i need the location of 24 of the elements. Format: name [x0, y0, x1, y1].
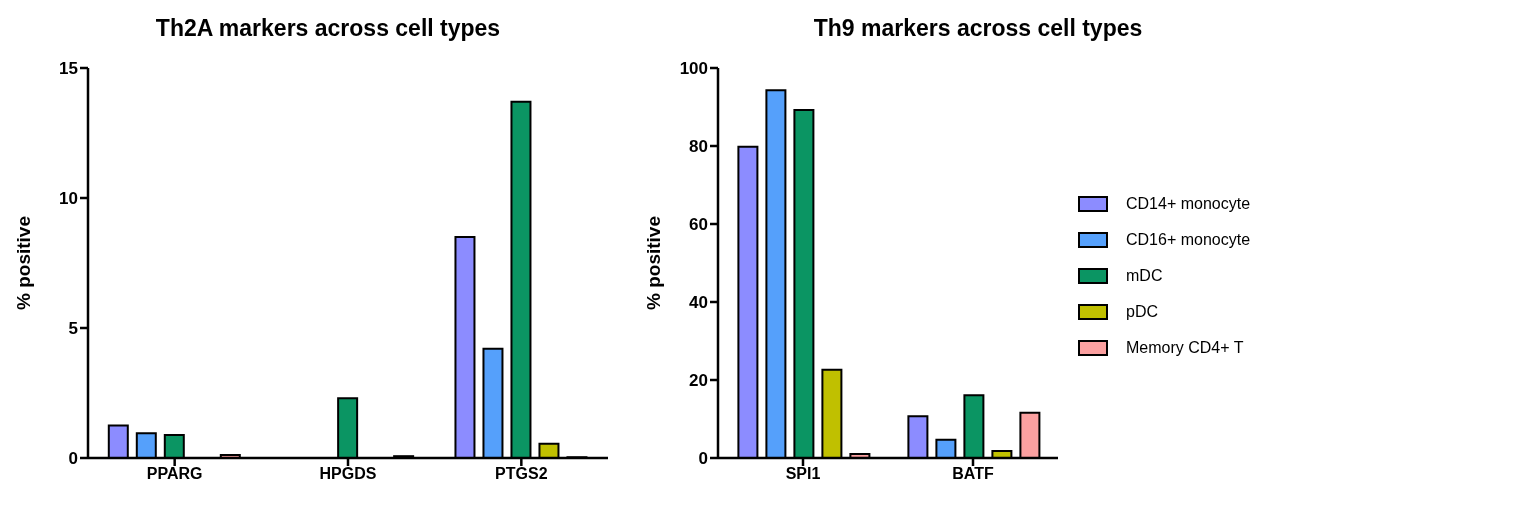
y-tick-label: 10: [59, 189, 78, 209]
y-tick-label: 80: [689, 137, 708, 157]
legend-label: mDC: [1126, 266, 1163, 285]
y-tick-label: 20: [689, 371, 708, 391]
legend-label: CD16+ monocyte: [1126, 230, 1251, 249]
y-tick-label: 100: [679, 59, 708, 79]
chart-title: Th9 markers across cell types: [812, 14, 1144, 43]
y-axis-title: % positive: [642, 216, 664, 310]
y-tick-label: 40: [689, 293, 708, 313]
x-tick-label: PPARG: [146, 465, 203, 483]
y-tick-label: 15: [59, 59, 78, 79]
y-tick-label: 0: [68, 449, 78, 469]
y-tick-label: 5: [68, 319, 78, 339]
y-tick-label: 0: [698, 449, 708, 469]
y-axis-title: % positive: [12, 216, 34, 310]
legend-label: CD14+ monocyte: [1126, 194, 1251, 213]
chart-title: Th2A markers across cell types: [154, 14, 502, 43]
legend-label: pDC: [1126, 302, 1159, 321]
legend-label: Memory CD4+ T: [1126, 338, 1244, 357]
x-tick-label: HPGDS: [319, 465, 377, 483]
x-tick-label: PTGS2: [495, 465, 548, 483]
y-tick-label: 60: [689, 215, 708, 235]
x-tick-label: SPI1: [785, 465, 821, 483]
x-tick-label: BATF: [952, 465, 994, 483]
